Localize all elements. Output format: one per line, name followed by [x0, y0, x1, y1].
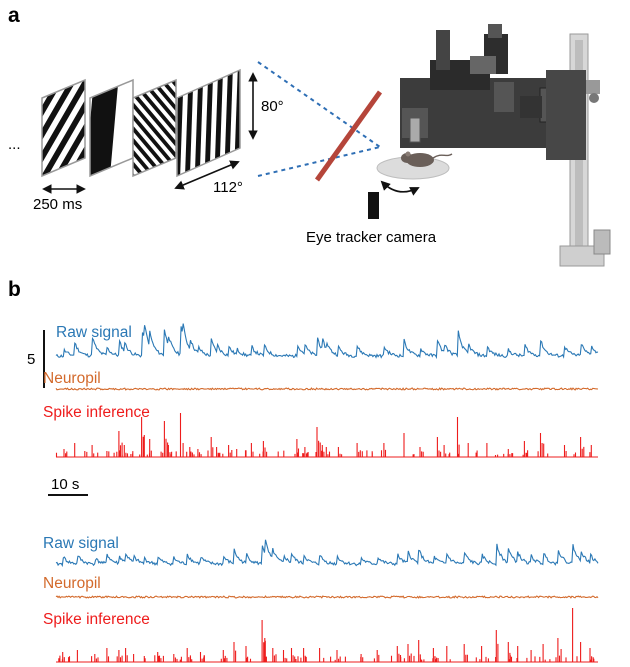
camera-block — [368, 192, 379, 219]
raw-signal-trace-2 — [55, 539, 599, 568]
neuropil-label-2: Neuropil — [43, 575, 101, 592]
mirror — [314, 90, 383, 182]
grating-1 — [41, 78, 86, 178]
neuropil-trace-2 — [55, 595, 599, 599]
microscope-illustration — [400, 24, 611, 267]
dashed-path-upper — [257, 61, 381, 148]
horizontal-extent-arrow — [174, 160, 240, 190]
spike-inference-label-2: Spike inference — [43, 611, 150, 628]
x-scale-label: 10 s — [51, 476, 79, 493]
raw-signal-trace-1 — [55, 323, 599, 360]
panel-a-letter: a — [8, 4, 20, 27]
spike-inference-trace-1 — [55, 413, 598, 458]
grating-stack — [41, 68, 241, 178]
vertical-extent-label: 80° — [261, 98, 284, 115]
y-scale-label: 5 — [27, 351, 35, 368]
spike-inference-label-1: Spike inference — [43, 404, 150, 421]
duration-label: 250 ms — [33, 196, 82, 213]
panel-b-letter: b — [8, 278, 21, 301]
mouse-rotation-arrow — [380, 180, 420, 196]
grating-3 — [132, 78, 177, 178]
camera-label: Eye tracker camera — [306, 229, 437, 246]
spike-inference-trace-2 — [56, 608, 598, 663]
ellipsis: ... — [8, 136, 21, 153]
horizontal-extent-label: 112° — [213, 179, 243, 196]
neuropil-label-1: Neuropil — [43, 370, 101, 387]
dashed-path-lower — [257, 146, 381, 177]
mouse-illustration — [401, 151, 453, 167]
raw-signal-label-1: Raw signal — [56, 324, 132, 341]
grating-4 — [176, 68, 241, 178]
neuropil-trace-1 — [55, 387, 599, 391]
raw-signal-label-2: Raw signal — [43, 535, 119, 552]
